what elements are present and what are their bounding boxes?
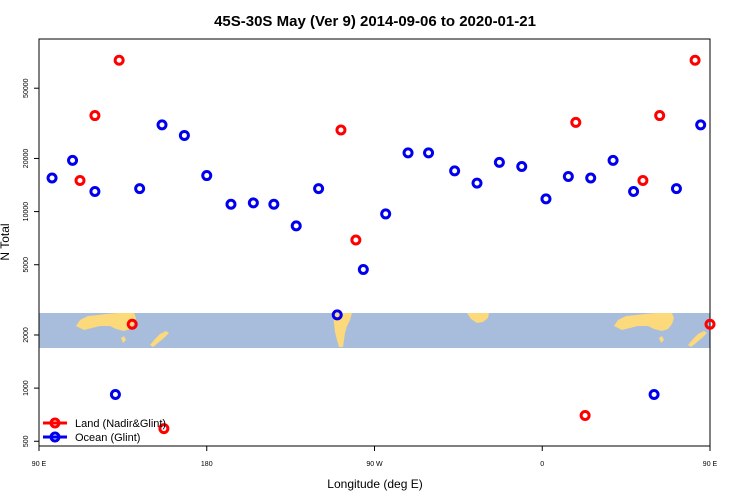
tasmania-land — [121, 336, 126, 343]
ocean-point — [201, 170, 213, 182]
legend-ocean-marker — [49, 431, 61, 443]
ocean-point — [290, 220, 302, 232]
y-tick-label: 1000 — [23, 380, 30, 396]
ocean-point — [402, 147, 414, 159]
ocean-point — [540, 193, 552, 205]
y-axis-label: N Total — [0, 223, 12, 260]
land-point — [654, 110, 666, 122]
x-tick-label: 0 — [540, 461, 544, 468]
land-point — [570, 116, 582, 128]
ocean-point — [562, 171, 574, 183]
ocean-point — [607, 154, 619, 166]
plot-frame — [38, 38, 711, 447]
ocean-point — [516, 161, 528, 173]
series-ocean — [46, 119, 707, 401]
ocean-point — [380, 208, 392, 220]
y-tick-label: 500 — [23, 435, 30, 447]
ocean-point — [449, 165, 461, 177]
australia-land-repeat — [614, 313, 674, 331]
ocean-point — [357, 263, 369, 275]
y-axis: 500 1000 2000 5000 10000 20000 50000 — [23, 39, 40, 447]
tasmania-land-repeat — [659, 336, 664, 343]
new-zealand-land-repeat — [688, 331, 707, 347]
australia-land — [76, 313, 136, 331]
x-tick-label: 180 — [201, 461, 213, 468]
data-points — [46, 54, 716, 435]
ocean-point — [46, 172, 58, 184]
x-tick-label: 90 E — [32, 461, 47, 468]
ocean-point — [89, 185, 101, 197]
map-band-ocean — [39, 313, 710, 348]
map-band — [39, 313, 710, 348]
land-point — [74, 175, 86, 187]
legend-ocean-label: Ocean (Glint) — [75, 432, 140, 444]
land-point — [335, 124, 347, 136]
ocean-point — [134, 183, 146, 195]
ocean-point — [585, 172, 597, 184]
land-point — [158, 423, 170, 435]
y-tick-label: 50000 — [23, 78, 30, 98]
africa-land — [467, 313, 489, 323]
ocean-point — [648, 389, 660, 401]
ocean-point — [628, 185, 640, 197]
land-point — [704, 318, 716, 330]
land-point — [350, 234, 362, 246]
ocean-point — [67, 154, 79, 166]
land-point — [126, 318, 138, 330]
ocean-point — [493, 156, 505, 168]
legend-land-label: Land (Nadir&Glint) — [75, 418, 166, 430]
legend: Land (Nadir&Glint) Ocean (Glint) — [43, 417, 166, 444]
land-point — [89, 110, 101, 122]
legend-land-marker — [49, 417, 61, 429]
x-tick-label: 90 W — [366, 461, 383, 468]
y-tick-label: 10000 — [23, 202, 30, 222]
ocean-point — [247, 197, 259, 209]
ocean-point — [109, 389, 121, 401]
y-tick-label: 2000 — [23, 327, 30, 343]
land-point — [637, 175, 649, 187]
x-tick-label: 90 E — [703, 461, 718, 468]
y-tick-label: 20000 — [23, 149, 30, 169]
ocean-point — [268, 198, 280, 210]
x-axis: 90 E 180 90 W 0 90 E — [32, 445, 718, 468]
ocean-point — [670, 183, 682, 195]
south-america-land — [333, 313, 352, 347]
land-point — [579, 409, 591, 421]
y-tick-label: 5000 — [23, 257, 30, 273]
chart-title: 45S-30S May (Ver 9) 2014-09-06 to 2020-0… — [214, 13, 536, 30]
ocean-point — [423, 147, 435, 159]
new-zealand-land — [150, 331, 169, 347]
ocean-point — [471, 177, 483, 189]
x-axis-label: Longitude (deg E) — [327, 477, 422, 491]
land-point — [689, 54, 701, 66]
ocean-point — [178, 129, 190, 141]
ocean-point — [695, 119, 707, 131]
ocean-point — [225, 198, 237, 210]
ocean-point — [313, 183, 325, 195]
land-point — [113, 54, 125, 66]
ocean-point — [331, 309, 343, 321]
series-land — [74, 54, 716, 435]
ocean-point — [156, 119, 168, 131]
